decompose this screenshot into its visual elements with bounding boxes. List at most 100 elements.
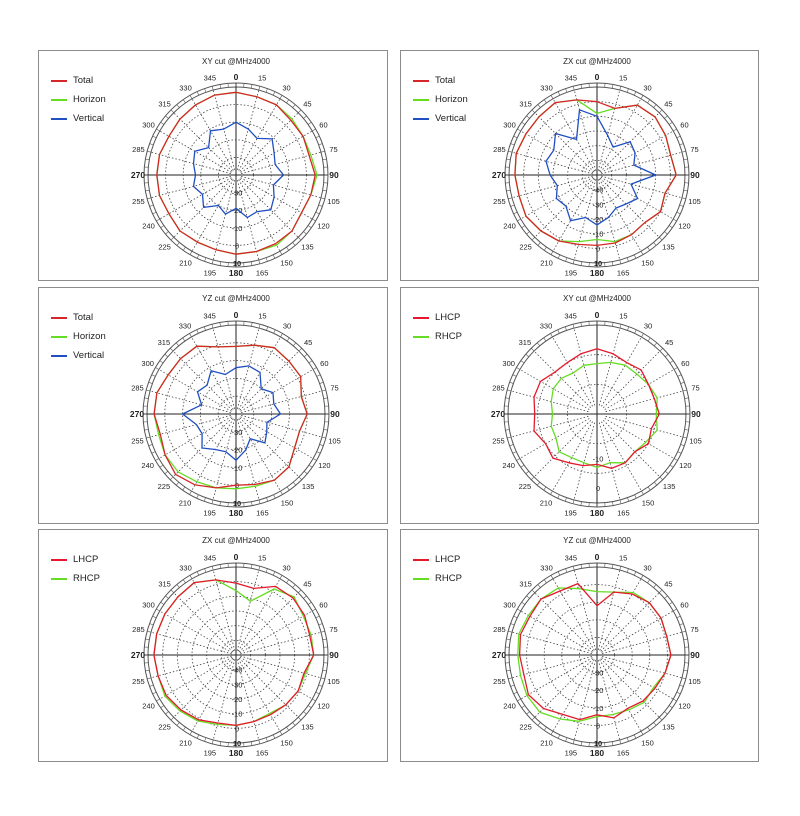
angle-tick bbox=[315, 615, 320, 619]
angle-tick bbox=[189, 95, 193, 99]
angle-tick bbox=[521, 121, 526, 125]
angle-tick-label: 195 bbox=[204, 749, 217, 758]
angle-tick bbox=[664, 470, 669, 475]
angle-tick bbox=[626, 568, 629, 573]
angle-tick-label: 315 bbox=[158, 580, 171, 589]
angular-gridline bbox=[510, 390, 589, 413]
angle-tick-label: 255 bbox=[493, 197, 506, 206]
angle-tick-label: 150 bbox=[642, 498, 655, 507]
series-line-vertical bbox=[181, 365, 282, 461]
angular-gridline bbox=[149, 414, 231, 438]
angular-gridline bbox=[519, 369, 590, 410]
angle-tick-label: 270 bbox=[491, 409, 505, 419]
angle-tick bbox=[303, 115, 307, 119]
angle-tick bbox=[298, 237, 302, 241]
angle-tick bbox=[219, 501, 221, 506]
legend-swatch bbox=[413, 79, 429, 82]
angle-tick bbox=[170, 717, 174, 721]
legend-item-vertical: Vertical bbox=[413, 109, 468, 128]
legend-label: Horizon bbox=[73, 94, 106, 105]
angular-gridline bbox=[598, 422, 621, 501]
angular-gridline bbox=[597, 89, 621, 171]
angle-tick bbox=[250, 84, 253, 89]
angle-tick bbox=[318, 204, 323, 207]
legend-label: Horizon bbox=[435, 94, 468, 105]
angle-tick-label: 225 bbox=[519, 242, 532, 251]
angle-tick bbox=[164, 353, 169, 358]
angle-tick-label: 15 bbox=[619, 553, 627, 562]
angle-tick-label: 315 bbox=[519, 580, 532, 589]
angle-tick-label: 90 bbox=[690, 170, 700, 180]
angle-tick bbox=[307, 225, 312, 229]
angle-tick bbox=[626, 737, 629, 742]
angle-tick-label: 165 bbox=[617, 509, 630, 518]
angle-tick bbox=[176, 104, 180, 108]
angle-tick bbox=[647, 99, 651, 104]
angle-tick bbox=[159, 464, 164, 468]
radial-tick-label: -20 bbox=[232, 695, 243, 704]
angle-tick bbox=[565, 568, 568, 573]
angle-tick bbox=[659, 237, 663, 241]
angle-tick bbox=[684, 397, 689, 399]
angle-tick-label: 330 bbox=[540, 84, 553, 93]
angle-tick bbox=[160, 601, 165, 605]
angle-tick-label: 135 bbox=[662, 242, 675, 251]
angle-tick bbox=[182, 99, 186, 104]
angle-tick-label: 105 bbox=[327, 197, 340, 206]
angle-tick bbox=[531, 109, 535, 113]
angular-gridline bbox=[236, 569, 260, 651]
angle-tick bbox=[572, 566, 575, 571]
angle-tick bbox=[647, 486, 651, 491]
angle-tick bbox=[634, 494, 637, 499]
legend-item-lhcp: LHCP bbox=[413, 550, 462, 569]
angle-tick bbox=[679, 684, 684, 687]
angle-tick bbox=[319, 381, 324, 384]
angle-tick bbox=[647, 579, 651, 584]
angle-tick bbox=[280, 333, 283, 338]
angle-tick-label: 330 bbox=[179, 84, 192, 93]
angle-tick-label: 135 bbox=[663, 482, 676, 491]
angle-tick-label: 90 bbox=[691, 409, 701, 419]
angle-tick-label: 90 bbox=[690, 650, 700, 660]
legend: LHCP RHCP bbox=[413, 550, 462, 588]
angle-tick bbox=[303, 231, 307, 235]
legend-swatch bbox=[51, 316, 67, 319]
radial-tick-label: 10 bbox=[594, 259, 602, 268]
angle-tick bbox=[679, 623, 684, 626]
angle-tick bbox=[321, 389, 326, 392]
angle-tick-label: 75 bbox=[691, 384, 699, 393]
angle-tick bbox=[265, 257, 268, 262]
angle-tick bbox=[155, 458, 160, 461]
angle-tick bbox=[647, 726, 651, 731]
angular-gridline bbox=[600, 592, 660, 652]
angle-tick bbox=[633, 734, 637, 739]
legend-label: Vertical bbox=[73, 113, 105, 124]
angle-tick bbox=[505, 397, 510, 399]
legend-label: Total bbox=[73, 75, 94, 86]
angle-tick bbox=[322, 669, 327, 672]
angle-tick bbox=[536, 342, 541, 347]
angle-tick bbox=[508, 677, 513, 680]
angle-tick bbox=[320, 197, 325, 200]
angle-tick bbox=[219, 322, 221, 327]
angle-tick-label: 105 bbox=[327, 677, 340, 686]
angle-tick bbox=[640, 251, 644, 255]
angle-tick bbox=[203, 326, 206, 331]
angle-tick bbox=[258, 324, 261, 329]
legend: LHCP RHCP bbox=[413, 308, 462, 346]
angle-tick bbox=[258, 86, 261, 91]
angle-tick-label: 180 bbox=[229, 508, 243, 518]
legend-item-lhcp: LHCP bbox=[413, 308, 462, 327]
angle-tick bbox=[521, 225, 526, 229]
polar-plot: XY cut @MHz4000 0 15 30 45 60 75 90 105 120 135 150… bbox=[131, 57, 340, 278]
angle-tick bbox=[319, 444, 324, 447]
angle-tick bbox=[641, 333, 644, 338]
angle-tick-label: 330 bbox=[540, 564, 553, 573]
angle-tick bbox=[543, 726, 547, 731]
angle-tick bbox=[151, 374, 156, 377]
angle-tick bbox=[682, 436, 687, 439]
angle-tick bbox=[312, 608, 316, 612]
angle-tick bbox=[506, 638, 511, 641]
radial-tick-label: 10 bbox=[233, 259, 241, 268]
angle-tick-label: 195 bbox=[564, 509, 577, 518]
